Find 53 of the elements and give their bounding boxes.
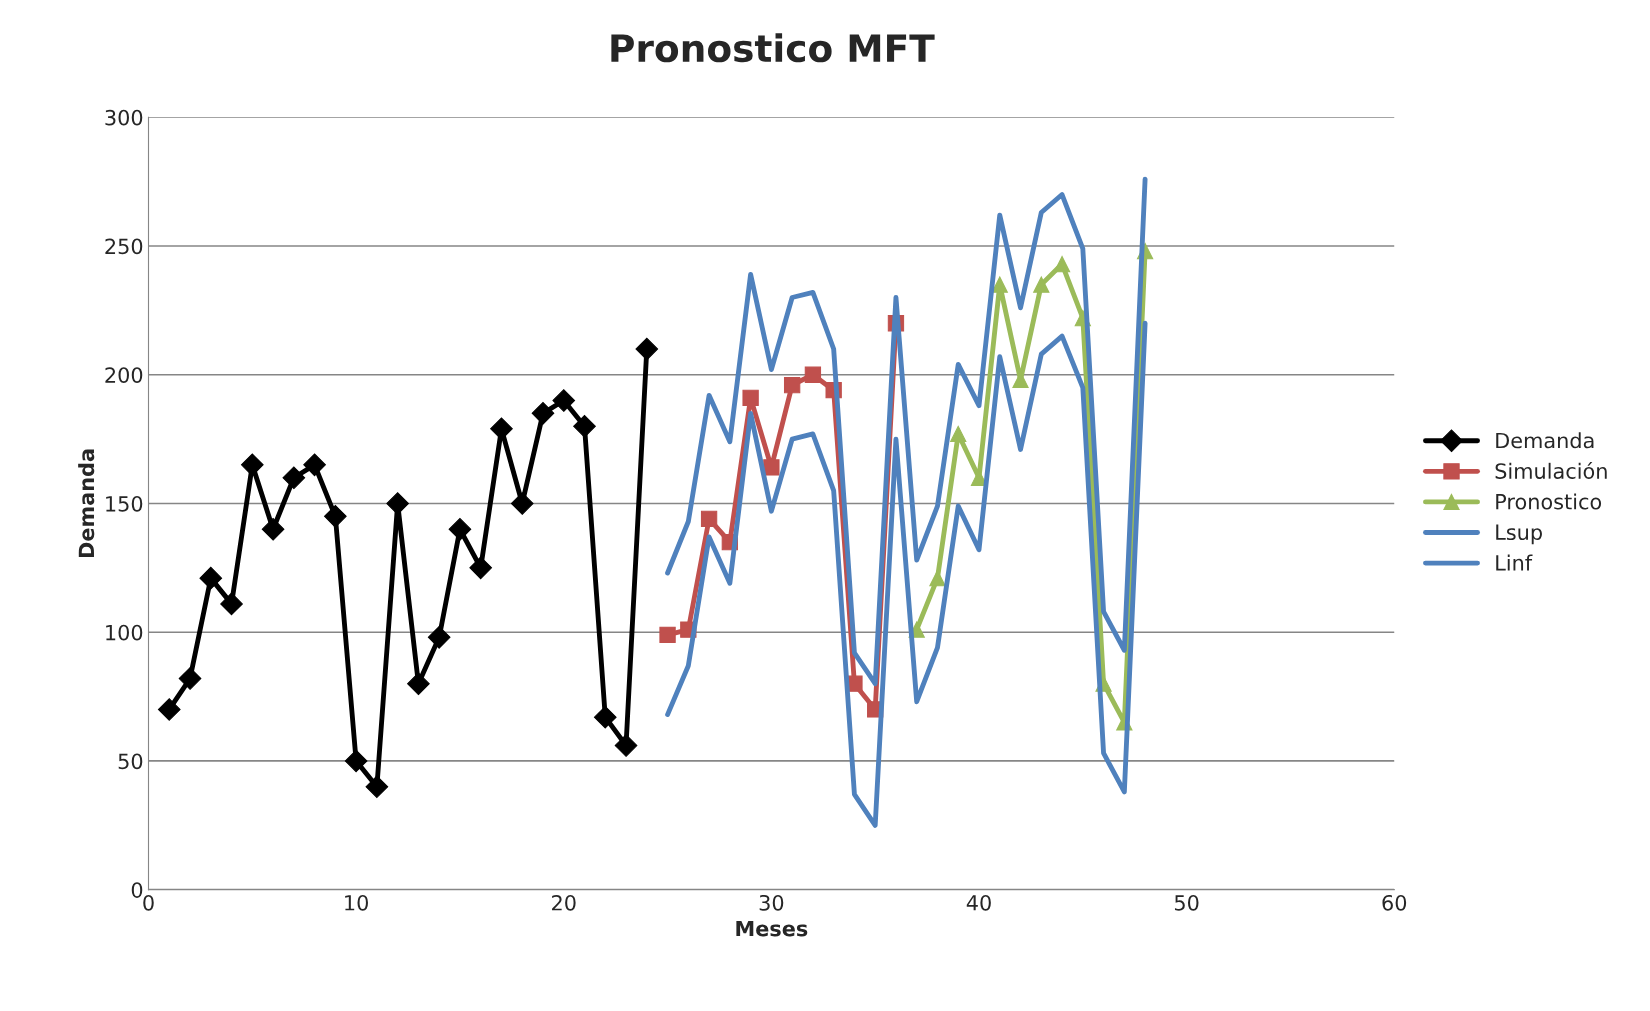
x-tick-label: 20 [552,894,576,911]
legend-label: Simulación [1495,461,1607,479]
x-tick-label: 50 [1174,894,1199,911]
x-axis-title: Meses [736,920,808,937]
point [344,749,368,773]
point [303,453,326,477]
chart-title: Pronostico MFT [611,33,935,63]
y-tick-label: 100 [106,624,143,641]
point [365,775,389,799]
y-tick-label: 50 [118,753,143,770]
point [469,556,493,580]
point [178,667,202,690]
point [386,492,409,515]
legend-label: Pronostico [1496,493,1602,510]
y-tick-label: 200 [105,367,143,383]
point [324,505,347,528]
y-tick-label: 0 [131,882,143,898]
x-tick-label: 30 [759,894,784,911]
point [593,705,617,729]
legend-label: Linf [1496,554,1533,571]
y-axis-title: Demanda [78,449,95,558]
point [659,626,676,643]
point [804,366,822,383]
legend-label: Demanda [1496,432,1594,449]
y-tick-label: 250 [105,238,143,255]
x-tick-label: 0 [143,894,154,911]
y-tick-label: 300 [105,109,143,126]
point [220,592,243,616]
point [763,459,780,476]
point [573,414,596,438]
point [157,698,181,721]
point [614,734,638,757]
point [783,376,801,394]
point [635,337,659,361]
point [199,566,223,590]
point [1033,276,1050,293]
y-tick-label: 150 [106,495,143,512]
point [700,510,718,528]
point [261,517,285,541]
point [531,402,555,425]
x-tick-label: 60 [1382,894,1407,911]
point [448,517,472,541]
point [950,425,967,443]
point [510,492,534,515]
point [427,626,451,649]
point [407,672,430,696]
point [742,389,759,407]
x-tick-label: 40 [966,894,991,911]
x-tick-label: 10 [345,894,368,911]
point [991,276,1008,293]
point [552,389,576,412]
legend-label: Lsup [1496,524,1542,545]
point [282,466,306,490]
